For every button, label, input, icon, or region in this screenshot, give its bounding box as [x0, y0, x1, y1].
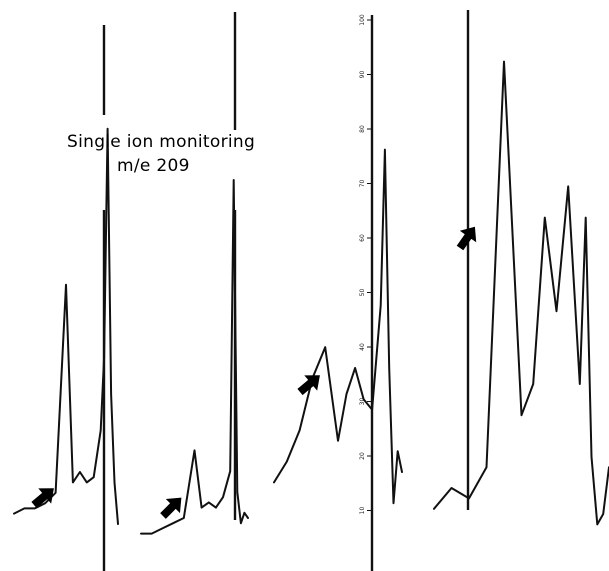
chromatogram-trace-1 [13, 127, 119, 525]
scale-tick-label: 10 [359, 507, 366, 515]
arrow-marker-icon [456, 226, 477, 251]
arrow-marker-icon [297, 375, 320, 396]
scale-tick-label: 30 [359, 398, 366, 406]
scale-tick-label: 60 [359, 234, 366, 242]
intensity-scale: 10 20 30 40 50 60 70 80 90 100 [359, 14, 372, 514]
chart-title-line-2: m/e 209 [117, 156, 190, 176]
arrow-layer [31, 226, 477, 519]
scale-tick-label: 100 [359, 14, 366, 26]
scale-tick-label: 80 [359, 125, 366, 133]
scale-tick-label: 40 [359, 343, 366, 351]
chromatogram-trace-2 [140, 179, 249, 535]
scale-tick-label: 50 [359, 289, 366, 297]
arrow-marker-icon [160, 497, 182, 519]
offscale-rule-layer [102, 10, 470, 571]
chart-title-line-1: Single ion monitoring [67, 132, 256, 152]
chromatogram-trace-3 [273, 148, 403, 505]
arrow-marker-icon [31, 488, 54, 509]
scale-tick-label: 20 [359, 452, 366, 460]
scale-tick-label: 70 [359, 180, 366, 188]
chromatogram-trace-4 [433, 60, 609, 526]
scale-tick-label: 90 [359, 71, 366, 79]
trace-layer [13, 60, 609, 535]
